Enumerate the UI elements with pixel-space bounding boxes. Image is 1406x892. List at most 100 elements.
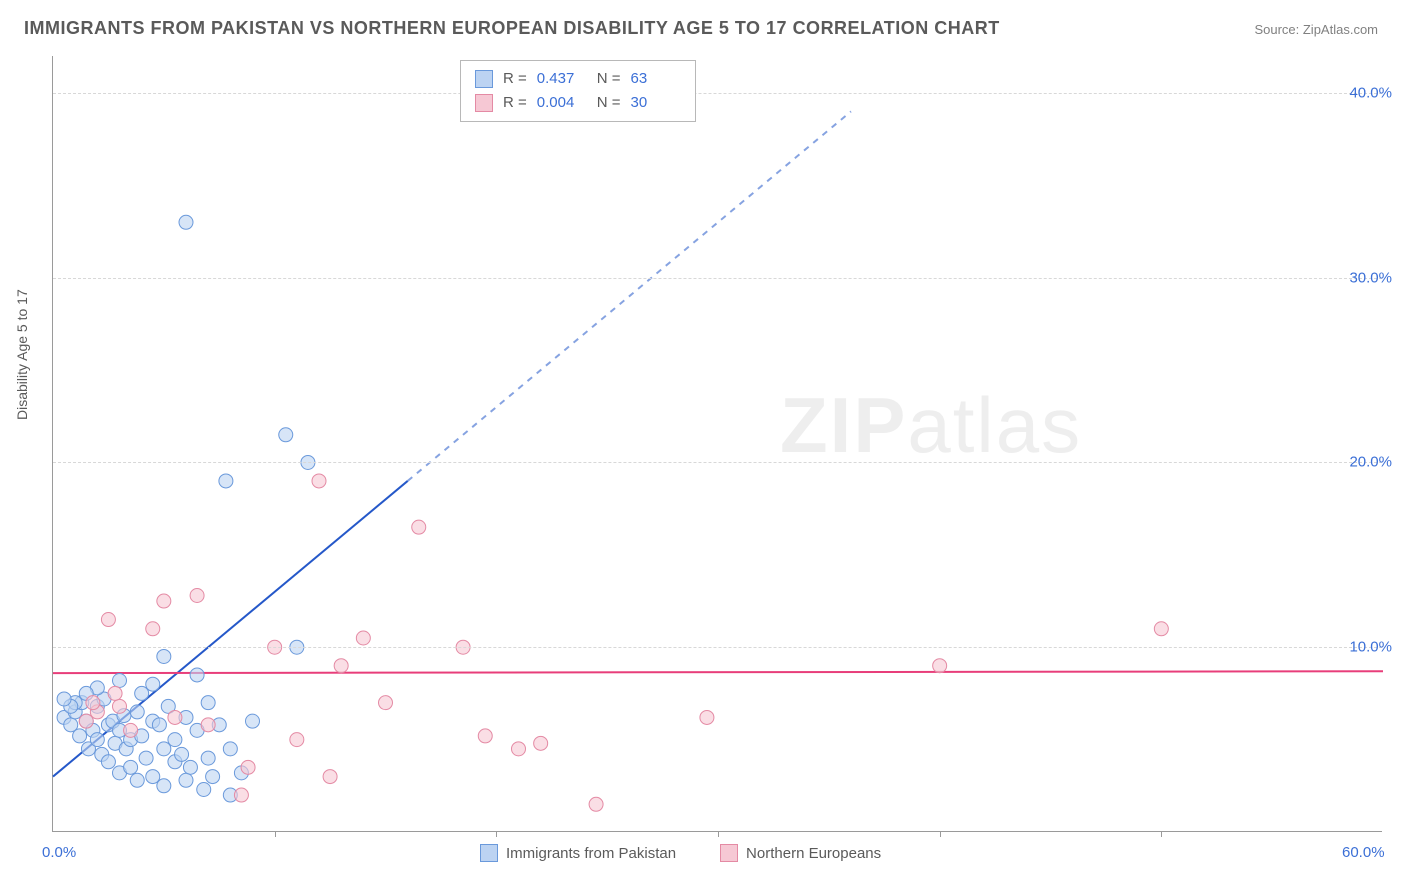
data-point	[175, 747, 189, 761]
data-point	[157, 649, 171, 663]
n-value-1: 30	[631, 91, 681, 115]
data-point	[219, 474, 233, 488]
data-point	[190, 668, 204, 682]
data-point	[246, 714, 260, 728]
data-point	[130, 705, 144, 719]
x-origin-label: 0.0%	[42, 844, 76, 861]
x-tick	[718, 831, 719, 837]
data-point	[197, 783, 211, 797]
data-point	[201, 696, 215, 710]
data-point	[279, 428, 293, 442]
data-point	[1154, 622, 1168, 636]
data-point	[933, 659, 947, 673]
data-point	[412, 520, 426, 534]
data-point	[290, 733, 304, 747]
data-point	[512, 742, 526, 756]
data-point	[183, 760, 197, 774]
data-point	[356, 631, 370, 645]
legend-swatch-0	[475, 70, 493, 88]
data-point	[157, 742, 171, 756]
data-point	[157, 779, 171, 793]
data-point	[152, 718, 166, 732]
data-point	[223, 742, 237, 756]
data-point	[589, 797, 603, 811]
chart-svg	[53, 56, 1382, 831]
regression-line	[53, 671, 1383, 673]
data-point	[700, 710, 714, 724]
data-point	[73, 729, 87, 743]
r-label: R =	[503, 91, 527, 115]
legend-item-1: Northern Europeans	[720, 844, 881, 862]
data-point	[190, 589, 204, 603]
data-point	[312, 474, 326, 488]
data-point	[146, 770, 160, 784]
data-point	[379, 696, 393, 710]
legend-stats-row-1: R = 0.004 N = 30	[475, 91, 681, 115]
y-tick-label: 30.0%	[1349, 269, 1392, 286]
r-value-1: 0.004	[537, 91, 587, 115]
gridline	[53, 93, 1382, 94]
legend-item-label-0: Immigrants from Pakistan	[506, 845, 676, 862]
data-point	[57, 692, 71, 706]
data-point	[146, 677, 160, 691]
data-point	[157, 594, 171, 608]
n-value-0: 63	[631, 67, 681, 91]
y-tick-label: 10.0%	[1349, 639, 1392, 656]
data-point	[108, 686, 122, 700]
legend-bottom-swatch-0	[480, 844, 498, 862]
source-label: Source: ZipAtlas.com	[1254, 22, 1378, 37]
legend-series-box: Immigrants from Pakistan Northern Europe…	[480, 844, 881, 862]
data-point	[201, 751, 215, 765]
x-tick	[1161, 831, 1162, 837]
gridline	[53, 278, 1382, 279]
data-point	[334, 659, 348, 673]
data-point	[113, 673, 127, 687]
x-tick	[940, 831, 941, 837]
data-point	[323, 770, 337, 784]
plot-area	[52, 56, 1382, 832]
data-point	[234, 788, 248, 802]
legend-bottom-swatch-1	[720, 844, 738, 862]
n-label: N =	[597, 67, 621, 91]
regression-line	[53, 481, 408, 777]
data-point	[534, 736, 548, 750]
legend-swatch-1	[475, 94, 493, 112]
data-point	[241, 760, 255, 774]
data-point	[124, 760, 138, 774]
data-point	[79, 714, 93, 728]
r-value-0: 0.437	[537, 67, 587, 91]
data-point	[201, 718, 215, 732]
legend-stats-row-0: R = 0.437 N = 63	[475, 67, 681, 91]
data-point	[86, 696, 100, 710]
data-point	[90, 733, 104, 747]
data-point	[179, 773, 193, 787]
data-point	[168, 733, 182, 747]
data-point	[168, 710, 182, 724]
data-point	[101, 613, 115, 627]
data-point	[206, 770, 220, 784]
n-label: N =	[597, 91, 621, 115]
legend-item-label-1: Northern Europeans	[746, 845, 881, 862]
legend-item-0: Immigrants from Pakistan	[480, 844, 676, 862]
data-point	[139, 751, 153, 765]
legend-stats-box: R = 0.437 N = 63 R = 0.004 N = 30	[460, 60, 696, 122]
gridline	[53, 462, 1382, 463]
y-tick-label: 40.0%	[1349, 84, 1392, 101]
data-point	[146, 622, 160, 636]
chart-title: IMMIGRANTS FROM PAKISTAN VS NORTHERN EUR…	[24, 18, 1000, 39]
x-tick	[496, 831, 497, 837]
x-end-label: 60.0%	[1342, 844, 1385, 861]
regression-line-dashed	[408, 111, 851, 481]
y-axis-label: Disability Age 5 to 17	[14, 289, 30, 420]
data-point	[135, 686, 149, 700]
data-point	[179, 215, 193, 229]
data-point	[101, 755, 115, 769]
y-tick-label: 20.0%	[1349, 454, 1392, 471]
gridline	[53, 647, 1382, 648]
x-tick	[275, 831, 276, 837]
data-point	[478, 729, 492, 743]
data-point	[124, 723, 138, 737]
data-point	[130, 773, 144, 787]
r-label: R =	[503, 67, 527, 91]
data-point	[113, 699, 127, 713]
